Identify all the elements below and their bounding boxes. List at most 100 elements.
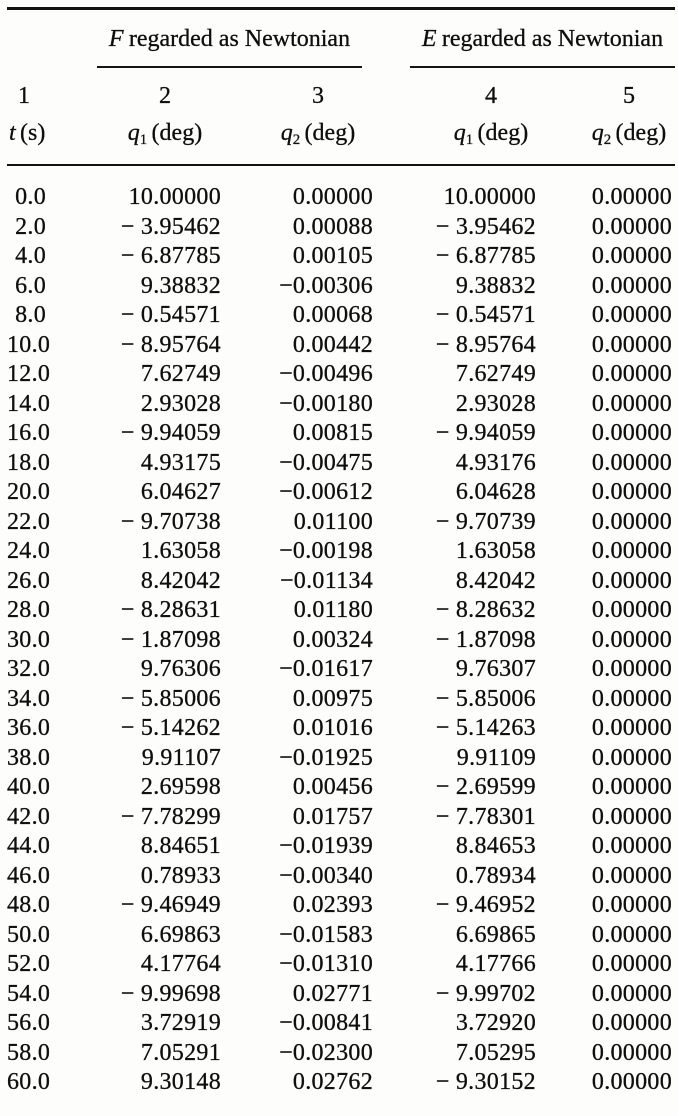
group-e-symbol: E (421, 26, 437, 52)
cell-f-q2: −0.01617 (279, 656, 373, 682)
cell-e-q2: 0.00000 (591, 597, 672, 623)
cell-f-q2: −0.00496 (279, 361, 373, 387)
cell-f-q1: − 0.54571 (120, 302, 221, 328)
cell-f-q2: −0.01134 (279, 567, 373, 594)
table-row: 22.0 − 9.70738 0.01100 − 9.70739 0.00000 (7, 508, 675, 538)
cell-f-q2: 0.01757 (292, 803, 373, 830)
cell-f-q1: 1.63058 (140, 538, 221, 564)
table-row: 14.0 2.93028 −0.00180 2.93028 0.00000 (7, 390, 675, 420)
cell-e-q2: 0.00000 (591, 538, 672, 564)
table-row: 42.0 − 7.78299 0.01757 − 7.78301 0.00000 (7, 803, 675, 833)
cell-e-q2: 0.00000 (591, 508, 672, 535)
cell-e-q1: 8.42042 (455, 567, 536, 594)
cell-f-q1: 10.00000 (128, 184, 221, 210)
cell-e-q1: − 9.30152 (435, 1069, 536, 1095)
cell-e-q2: 0.00000 (591, 331, 672, 358)
table-row: 40.0 2.69598 0.00456 − 2.69599 0.00000 (7, 773, 675, 803)
group-e-text: regarded as Newtonian (441, 26, 664, 52)
table-row: 52.0 4.17764 −0.01310 4.17766 0.00000 (7, 950, 675, 980)
cell-f-q2: −0.01925 (279, 744, 373, 771)
cell-f-q1: 8.42042 (140, 567, 221, 594)
cell-e-q1: − 7.78301 (435, 803, 536, 830)
table-row: 0.0 10.00000 0.00000 10.00000 0.00000 (7, 165, 675, 213)
table-row: 16.0 − 9.94059 0.00815 − 9.94059 0.00000 (7, 419, 675, 449)
cell-e-q2: 0.00000 (591, 420, 672, 446)
table-row: 36.0 − 5.14262 0.01016 − 5.14263 0.00000 (7, 714, 675, 744)
cell-f-q2: 0.00975 (292, 685, 373, 712)
cell-t: 8.0 (15, 302, 46, 328)
cell-e-q2: 0.00000 (591, 390, 672, 417)
cell-e-q1: − 8.95764 (435, 331, 536, 358)
table-row: 6.0 9.38832 −0.00306 9.38832 0.00000 (7, 272, 675, 302)
cell-f-q1: − 9.94059 (120, 420, 221, 446)
cell-e-q2: 0.00000 (591, 1069, 672, 1095)
cell-f-q2: 0.00068 (292, 302, 373, 328)
col-label-f-q2: q2 (deg) (225, 112, 377, 166)
cell-f-q1: 0.78933 (140, 862, 221, 889)
cell-f-q2: 0.00442 (292, 331, 373, 358)
cell-f-q1: 9.76306 (140, 656, 221, 682)
cell-e-q2: 0.00000 (591, 243, 672, 269)
cell-t: 6.0 (15, 272, 46, 299)
cell-e-q1: − 8.28632 (435, 597, 536, 623)
cell-t: 52.0 (7, 951, 51, 977)
cell-e-q1: 7.62749 (455, 361, 536, 387)
table-row: 4.0 − 6.87785 0.00105 − 6.87785 0.00000 (7, 242, 675, 272)
cell-f-q2: −0.02300 (279, 1039, 373, 1066)
col-label-e-q1: q1 (deg) (377, 112, 540, 166)
cell-t: 36.0 (7, 715, 51, 741)
cell-t: 30.0 (7, 626, 51, 653)
cell-t: 10.0 (7, 331, 51, 358)
cell-f-q2: 0.00088 (292, 213, 373, 240)
table-row: 48.0 − 9.46949 0.02393 − 9.46952 0.00000 (7, 891, 675, 921)
cell-f-q1: 2.69598 (140, 774, 221, 800)
cell-e-q1: − 5.85006 (435, 685, 536, 712)
column-number-row: 1 2 3 4 5 (7, 70, 675, 112)
cell-t: 26.0 (7, 567, 51, 594)
cell-f-q2: 0.00000 (292, 184, 373, 210)
cell-f-q1: 9.91107 (141, 744, 221, 771)
cell-t: 38.0 (7, 744, 51, 771)
cell-f-q2: −0.00306 (279, 272, 373, 299)
group-f-symbol: F (108, 26, 124, 52)
cell-f-q1: 4.93175 (140, 449, 221, 476)
cell-f-q2: 0.01180 (293, 597, 373, 623)
cell-f-q2: 0.02771 (292, 980, 373, 1007)
cell-e-q1: 2.93028 (455, 390, 536, 417)
cell-e-q1: − 1.87098 (435, 626, 536, 653)
cell-f-q2: −0.00612 (279, 479, 373, 505)
cell-f-q2: −0.00180 (279, 390, 373, 417)
cell-e-q2: 0.00000 (591, 184, 672, 210)
cell-f-q2: 0.01100 (293, 508, 373, 535)
cell-f-q1: − 5.85006 (120, 685, 221, 712)
table-row: 20.0 6.04627 −0.00612 6.04628 0.00000 (7, 478, 675, 508)
cell-t: 50.0 (7, 921, 51, 948)
cell-f-q1: − 3.95462 (120, 213, 221, 240)
cell-f-q2: −0.01583 (279, 921, 373, 948)
cell-t: 58.0 (7, 1039, 51, 1066)
cell-e-q1: 7.05295 (455, 1039, 536, 1066)
cell-f-q1: − 1.87098 (120, 626, 221, 653)
table-row: 8.0 − 0.54571 0.00068 − 0.54571 0.00000 (7, 301, 675, 331)
cell-e-q2: 0.00000 (591, 213, 672, 240)
cell-e-q2: 0.00000 (591, 361, 672, 387)
cell-e-q2: 0.00000 (591, 272, 672, 299)
cell-t: 22.0 (7, 508, 51, 535)
cell-e-q2: 0.00000 (591, 921, 672, 948)
cell-e-q2: 0.00000 (591, 744, 672, 771)
cell-e-q2: 0.00000 (591, 951, 672, 977)
cell-t: 4.0 (15, 243, 46, 269)
table-row: 46.0 0.78933 −0.00340 0.78934 0.00000 (7, 862, 675, 892)
cell-e-q2: 0.00000 (591, 567, 672, 594)
cell-e-q1: 8.84653 (455, 833, 536, 859)
cell-t: 32.0 (7, 656, 51, 682)
cell-e-q2: 0.00000 (591, 980, 672, 1007)
cell-t: 34.0 (7, 685, 51, 712)
table-row: 24.0 1.63058 −0.00198 1.63058 0.00000 (7, 537, 675, 567)
cell-e-q1: 0.78934 (455, 862, 536, 889)
cell-f-q1: − 9.46949 (120, 892, 221, 918)
